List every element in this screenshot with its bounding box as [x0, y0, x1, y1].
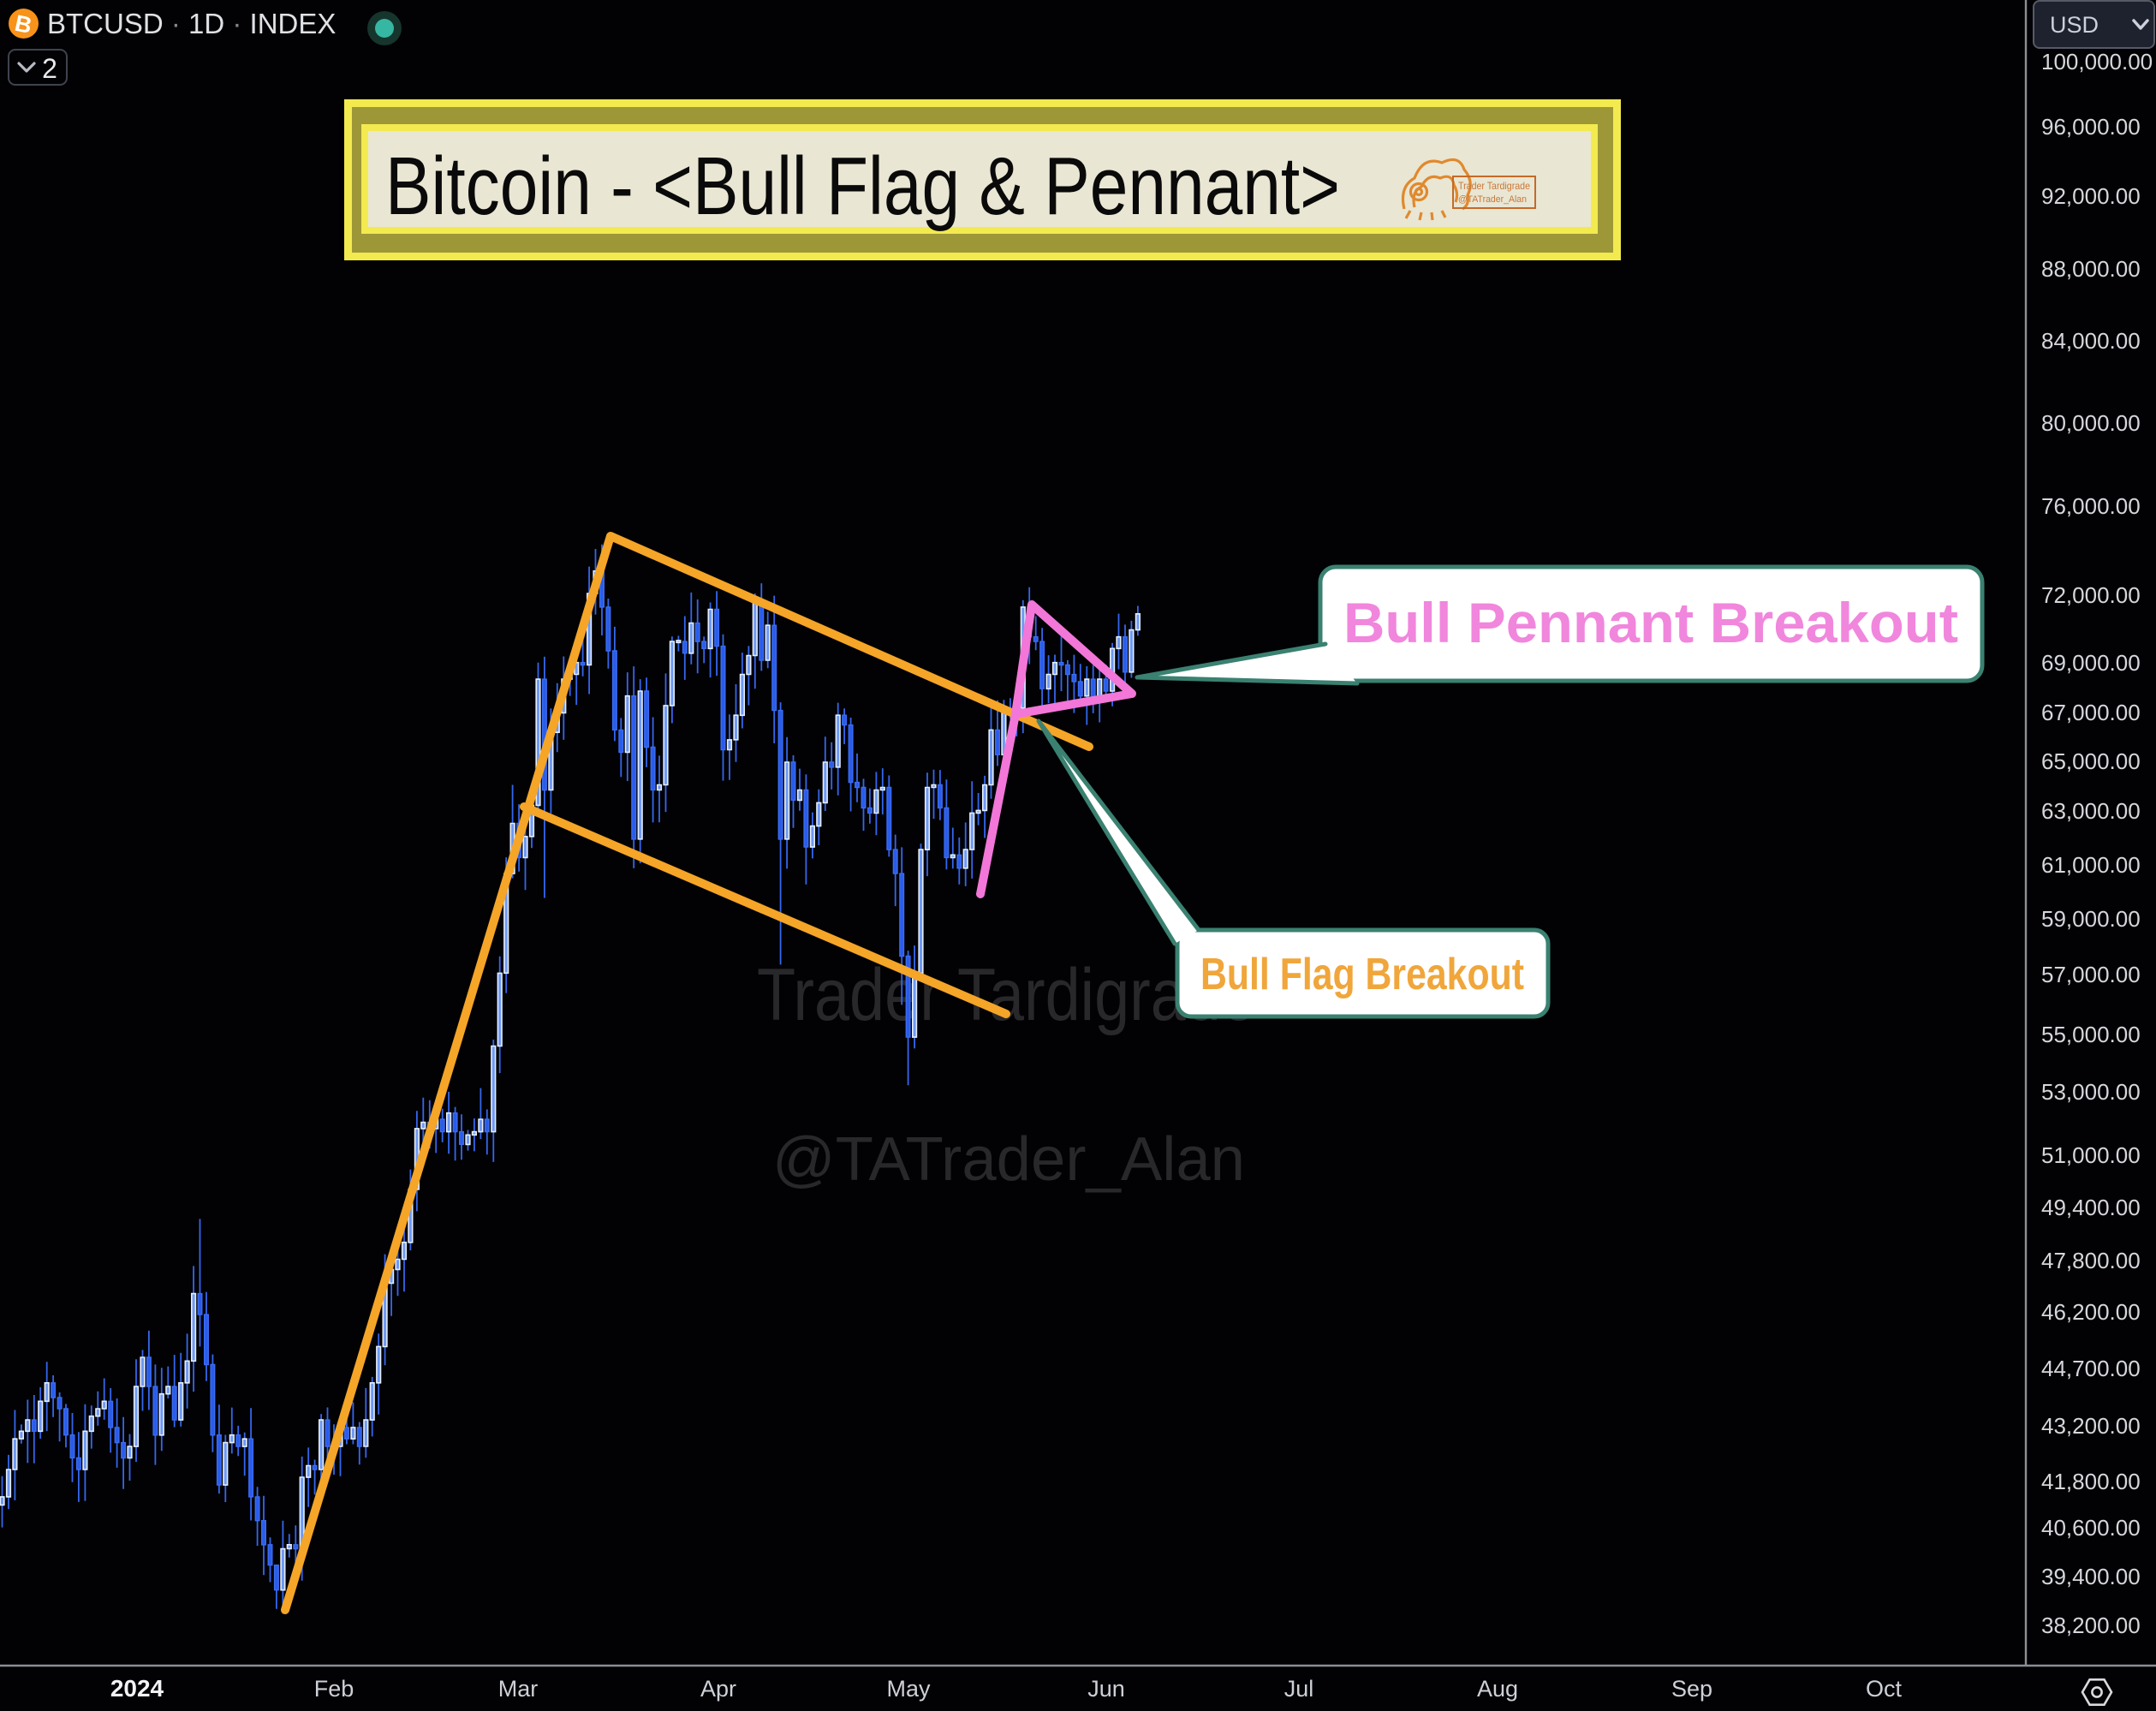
svg-text:Trader Tardigrade: Trader Tardigrade: [1458, 180, 1530, 192]
svg-text:38,200.00: 38,200.00: [2041, 1613, 2141, 1638]
svg-text:2024: 2024: [110, 1675, 164, 1702]
svg-text:80,000.00: 80,000.00: [2041, 410, 2141, 436]
svg-text:May: May: [886, 1676, 931, 1702]
svg-text:Feb: Feb: [314, 1676, 354, 1702]
svg-text:41,800.00: 41,800.00: [2041, 1469, 2141, 1494]
svg-text:Sep: Sep: [1671, 1676, 1712, 1702]
svg-text:55,000.00: 55,000.00: [2041, 1022, 2141, 1047]
svg-text:2: 2: [42, 53, 57, 84]
svg-text:49,400.00: 49,400.00: [2041, 1195, 2141, 1220]
svg-text:Bitcoin - <Bull Flag & Pennant: Bitcoin - <Bull Flag & Pennant>: [385, 140, 1340, 232]
svg-text:96,000.00: 96,000.00: [2041, 114, 2141, 140]
svg-text:51,000.00: 51,000.00: [2041, 1142, 2141, 1168]
svg-text:47,800.00: 47,800.00: [2041, 1248, 2141, 1273]
svg-text:59,000.00: 59,000.00: [2041, 906, 2141, 932]
svg-text:67,000.00: 67,000.00: [2041, 700, 2141, 725]
svg-text:84,000.00: 84,000.00: [2041, 328, 2141, 354]
svg-text:88,000.00: 88,000.00: [2041, 256, 2141, 282]
svg-text:Jun: Jun: [1087, 1676, 1125, 1702]
svg-text:39,400.00: 39,400.00: [2041, 1564, 2141, 1589]
svg-text:43,200.00: 43,200.00: [2041, 1413, 2141, 1439]
svg-text:40,600.00: 40,600.00: [2041, 1515, 2141, 1541]
svg-text:100,000.00: 100,000.00: [2041, 49, 2153, 75]
svg-text:@TATrader_Alan: @TATrader_Alan: [772, 1125, 1245, 1194]
svg-text:76,000.00: 76,000.00: [2041, 493, 2141, 519]
svg-text:Trader Tardigrade: Trader Tardigrade: [757, 954, 1256, 1036]
svg-text:63,000.00: 63,000.00: [2041, 798, 2141, 824]
svg-text:Jul: Jul: [1284, 1676, 1314, 1702]
svg-text:Oct: Oct: [1866, 1676, 1903, 1702]
svg-text:@TATrader_Alan: @TATrader_Alan: [1458, 194, 1527, 205]
svg-text:46,200.00: 46,200.00: [2041, 1299, 2141, 1325]
svg-text:72,000.00: 72,000.00: [2041, 582, 2141, 608]
svg-text:BTCUSD · 1D · INDEX: BTCUSD · 1D · INDEX: [47, 8, 336, 39]
svg-text:61,000.00: 61,000.00: [2041, 852, 2141, 878]
svg-text:Apr: Apr: [700, 1676, 736, 1702]
svg-text:57,000.00: 57,000.00: [2041, 962, 2141, 987]
svg-text:Bull Flag Breakout: Bull Flag Breakout: [1200, 950, 1524, 999]
svg-text:65,000.00: 65,000.00: [2041, 748, 2141, 774]
svg-text:53,000.00: 53,000.00: [2041, 1079, 2141, 1105]
svg-text:Bull Pennant Breakout: Bull Pennant Breakout: [1343, 591, 1958, 654]
svg-text:92,000.00: 92,000.00: [2041, 183, 2141, 209]
svg-text:Mar: Mar: [498, 1676, 539, 1702]
svg-text:Aug: Aug: [1477, 1676, 1518, 1702]
svg-text:USD: USD: [2050, 12, 2099, 38]
svg-text:44,700.00: 44,700.00: [2041, 1356, 2141, 1381]
svg-text:69,000.00: 69,000.00: [2041, 650, 2141, 676]
